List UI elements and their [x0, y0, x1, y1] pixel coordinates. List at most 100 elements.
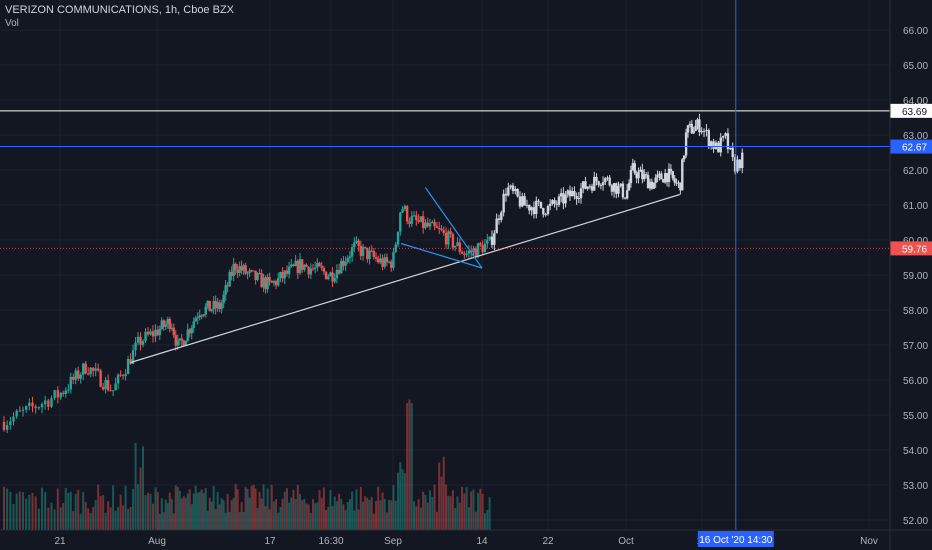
candle-body [316, 262, 319, 268]
candle-body [116, 374, 120, 384]
candle-body [544, 214, 547, 216]
volume-bar [21, 492, 24, 530]
volume-bar [403, 473, 406, 530]
x-tick-label: Oct [618, 536, 634, 547]
candle-body [593, 176, 596, 191]
candle-body [272, 281, 276, 283]
candle-body [96, 368, 100, 371]
volume-bar [277, 512, 280, 530]
volume-bar [28, 494, 31, 530]
volume-bar [458, 502, 461, 530]
candle-body [637, 171, 640, 179]
volume-bar [272, 501, 275, 530]
candle-body [176, 340, 179, 346]
candle-body [612, 183, 616, 192]
candle-body [488, 236, 491, 240]
candle-body [447, 231, 450, 245]
candle-body [435, 226, 439, 228]
y-tick-label: 57.00 [903, 341, 928, 352]
volume-bar [174, 485, 177, 530]
candle-body [300, 259, 304, 270]
candle-body [511, 185, 515, 191]
volume-bar [342, 504, 345, 530]
candle-body [390, 261, 393, 268]
volume-bar [351, 491, 354, 530]
candle-body [667, 168, 671, 183]
volume-bar [422, 491, 425, 530]
candle-body [252, 270, 255, 272]
candle-body [392, 252, 395, 268]
volume-bar [470, 491, 473, 530]
candle-body [248, 270, 251, 273]
volume-bar [370, 497, 373, 530]
volume-bar [44, 492, 47, 530]
candle-body [226, 285, 229, 287]
candle-body [568, 190, 572, 197]
candle-body [539, 201, 543, 209]
candle-body [234, 263, 237, 270]
candle-body [377, 258, 380, 263]
candle-body [456, 242, 459, 246]
candle-body [619, 183, 622, 187]
candle-body [260, 273, 263, 288]
candle-body [481, 245, 484, 253]
candle-body [59, 392, 62, 398]
candle-body [363, 246, 367, 248]
candle-body [639, 169, 642, 172]
candle-body [643, 174, 646, 180]
candle-body [149, 331, 152, 335]
volume-bar [84, 501, 87, 530]
candle-body [136, 336, 140, 343]
volume-indicator-label[interactable]: Vol [5, 18, 19, 29]
y-tick-label: 64.00 [903, 96, 928, 107]
candle-body [119, 374, 122, 376]
candle-body [21, 409, 25, 411]
candle-body [53, 390, 56, 399]
candle-body [542, 208, 545, 215]
volume-bar [208, 497, 211, 530]
candle-body [166, 318, 169, 325]
candle-body [562, 193, 565, 204]
y-tick-label: 66.00 [903, 26, 928, 37]
volume-bar [285, 488, 288, 530]
candle-body [210, 309, 213, 312]
volume-bar [316, 502, 319, 530]
candle-body [370, 250, 373, 252]
candle-body [606, 177, 609, 179]
y-tick-label: 56.00 [903, 376, 928, 387]
candle-body [426, 222, 429, 227]
candle-body [696, 119, 699, 126]
candle-body [99, 370, 102, 387]
volume-bar [192, 493, 195, 530]
candle-body [307, 266, 310, 275]
volume-bar [461, 486, 464, 530]
volume-bar [431, 496, 434, 530]
candle-body [290, 264, 293, 267]
candle-body [262, 277, 265, 288]
candle-body [669, 168, 673, 172]
volume-bar [53, 509, 56, 530]
candle-body [682, 155, 686, 160]
volume-bar [435, 511, 438, 530]
candle-body [571, 191, 574, 197]
candle-body [551, 200, 554, 204]
candle-body [361, 246, 365, 256]
volume-bar [206, 510, 209, 530]
volume-bar [413, 501, 416, 530]
candle-body [324, 271, 328, 280]
volume-bar [465, 487, 468, 530]
volume-bar [359, 486, 362, 530]
volume-bar [268, 509, 271, 530]
candle-body [675, 182, 678, 184]
candle-body [256, 273, 259, 280]
candle-body [641, 169, 644, 180]
volume-bar [281, 498, 284, 530]
candle-body [662, 179, 665, 183]
volume-bar [34, 496, 37, 530]
candle-body [451, 233, 455, 248]
volume-bar [97, 484, 100, 530]
candle-body [194, 318, 197, 322]
candle-body [463, 253, 466, 255]
volume-bar [64, 487, 67, 530]
